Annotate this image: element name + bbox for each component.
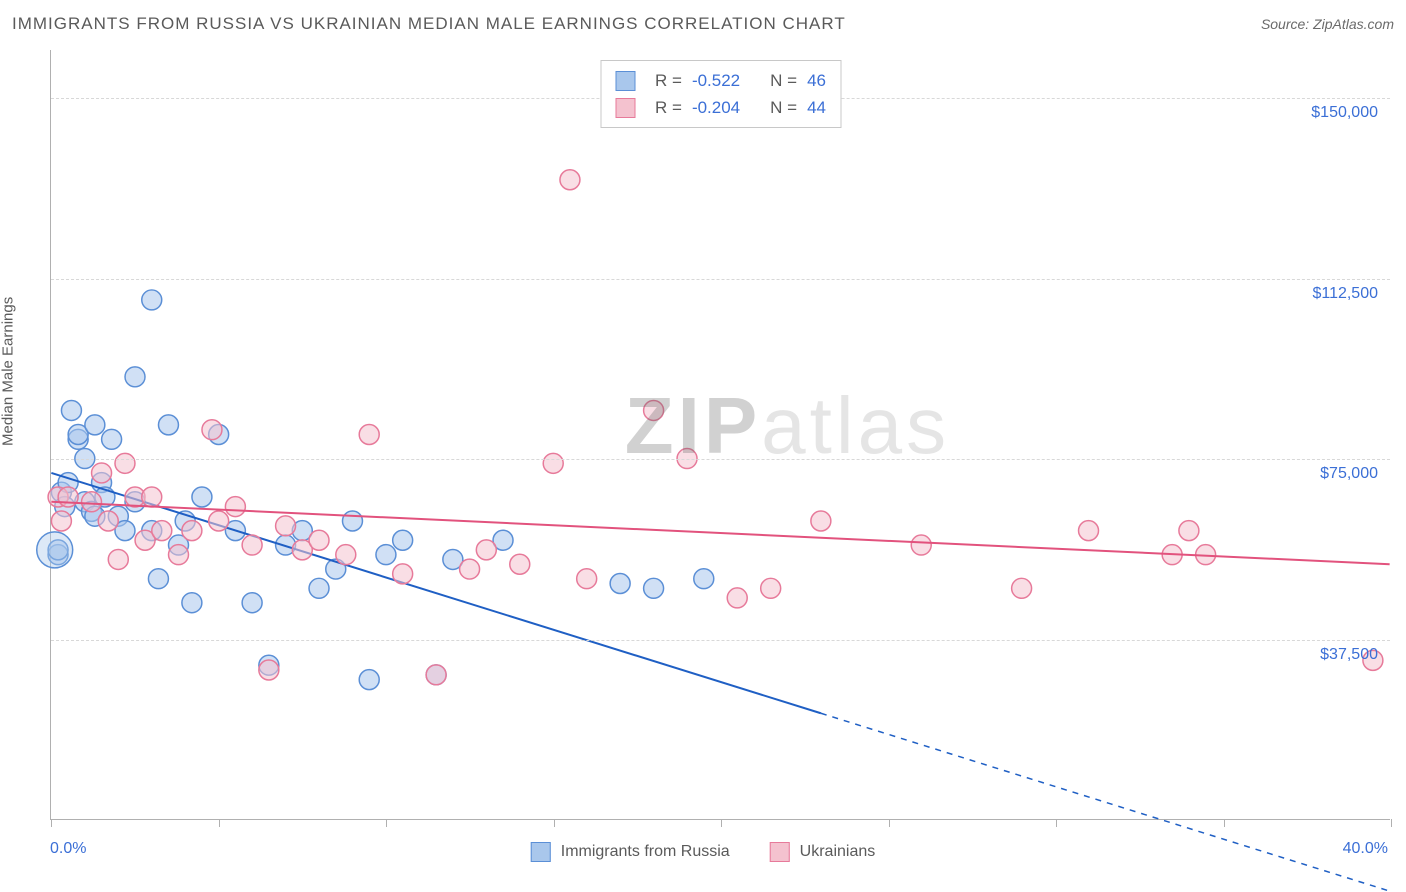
data-point (1179, 521, 1199, 541)
y-axis-tick-label: $37,500 (1320, 646, 1378, 664)
legend-r-value: -0.204 (692, 94, 740, 121)
x-axis-tick (386, 819, 387, 827)
data-point (85, 415, 105, 435)
series-legend: Immigrants from Russia Ukrainians (531, 842, 876, 862)
data-point (644, 400, 664, 420)
data-point (125, 367, 145, 387)
data-point (92, 463, 112, 483)
data-point (82, 492, 102, 512)
legend-swatch (615, 71, 635, 91)
y-axis-tick-label: $150,000 (1311, 104, 1378, 122)
source-label: Source: ZipAtlas.com (1261, 16, 1394, 32)
correlation-legend: R = -0.522 N = 46 R = -0.204 N = 44 (600, 60, 841, 128)
data-point (58, 487, 78, 507)
gridline (51, 640, 1390, 641)
data-point (727, 588, 747, 608)
data-point (276, 516, 296, 536)
data-point (376, 545, 396, 565)
data-point (1079, 521, 1099, 541)
x-axis-max: 40.0% (1343, 840, 1388, 858)
data-point (169, 545, 189, 565)
data-point (102, 429, 122, 449)
x-axis-tick (1056, 819, 1057, 827)
y-axis-tick-label: $75,000 (1320, 465, 1378, 483)
data-point (359, 425, 379, 445)
legend-swatch (531, 842, 551, 862)
y-axis-label: Median Male Earnings (0, 297, 17, 446)
chart-title: IMMIGRANTS FROM RUSSIA VS UKRAINIAN MEDI… (12, 14, 846, 34)
x-axis-min: 0.0% (50, 840, 86, 858)
data-point (142, 487, 162, 507)
regression-line-extrapolated (821, 713, 1390, 891)
legend-swatch (615, 98, 635, 118)
x-axis-tick (1224, 819, 1225, 827)
data-point (644, 578, 664, 598)
data-point (202, 420, 222, 440)
legend-r-label: R = (655, 67, 682, 94)
data-point (209, 511, 229, 531)
legend-item: Ukrainians (770, 842, 876, 862)
data-point (811, 511, 831, 531)
data-point (115, 453, 135, 473)
gridline (51, 459, 1390, 460)
legend-n-value: 46 (807, 67, 826, 94)
data-point (182, 521, 202, 541)
data-point (560, 170, 580, 190)
legend-swatch (770, 842, 790, 862)
data-point (98, 511, 118, 531)
data-point (577, 569, 597, 589)
legend-r-label: R = (655, 94, 682, 121)
data-point (426, 665, 446, 685)
data-point (694, 569, 714, 589)
data-point (309, 530, 329, 550)
x-axis-tick (721, 819, 722, 827)
x-axis-tick (219, 819, 220, 827)
data-point (610, 574, 630, 594)
data-point (182, 593, 202, 613)
data-point (242, 593, 262, 613)
data-point (148, 569, 168, 589)
data-point (37, 532, 73, 568)
data-point (225, 497, 245, 517)
data-point (460, 559, 480, 579)
legend-row: R = -0.204 N = 44 (615, 94, 826, 121)
data-point (543, 453, 563, 473)
data-point (309, 578, 329, 598)
data-point (911, 535, 931, 555)
data-point (1012, 578, 1032, 598)
data-point (142, 290, 162, 310)
data-point (152, 521, 172, 541)
legend-label: Ukrainians (800, 843, 876, 860)
legend-n-label: N = (770, 94, 797, 121)
chart-plot-area: R =-0.522N =46R =-0.204N =44 ZIPatlas $3… (50, 50, 1390, 820)
data-point (393, 530, 413, 550)
data-point (342, 511, 362, 531)
legend-n-value: 44 (807, 94, 826, 121)
legend-r-value: -0.522 (692, 67, 740, 94)
x-axis-tick (51, 819, 52, 827)
data-point (761, 578, 781, 598)
legend-row: R = -0.522 N = 46 (615, 67, 826, 94)
data-point (359, 670, 379, 690)
data-point (51, 511, 71, 531)
data-point (192, 487, 212, 507)
x-axis-tick (889, 819, 890, 827)
data-point (259, 660, 279, 680)
data-point (158, 415, 178, 435)
legend-label: Immigrants from Russia (561, 843, 730, 860)
data-point (393, 564, 413, 584)
data-point (476, 540, 496, 560)
y-axis-tick-label: $112,500 (1312, 285, 1378, 303)
legend-item: Immigrants from Russia (531, 842, 730, 862)
x-axis-tick (1391, 819, 1392, 827)
legend-n-label: N = (770, 67, 797, 94)
data-point (242, 535, 262, 555)
data-point (61, 400, 81, 420)
gridline (51, 279, 1390, 280)
data-point (510, 554, 530, 574)
data-point (108, 549, 128, 569)
data-point (336, 545, 356, 565)
scatter-svg (51, 50, 1390, 819)
x-axis-tick (554, 819, 555, 827)
